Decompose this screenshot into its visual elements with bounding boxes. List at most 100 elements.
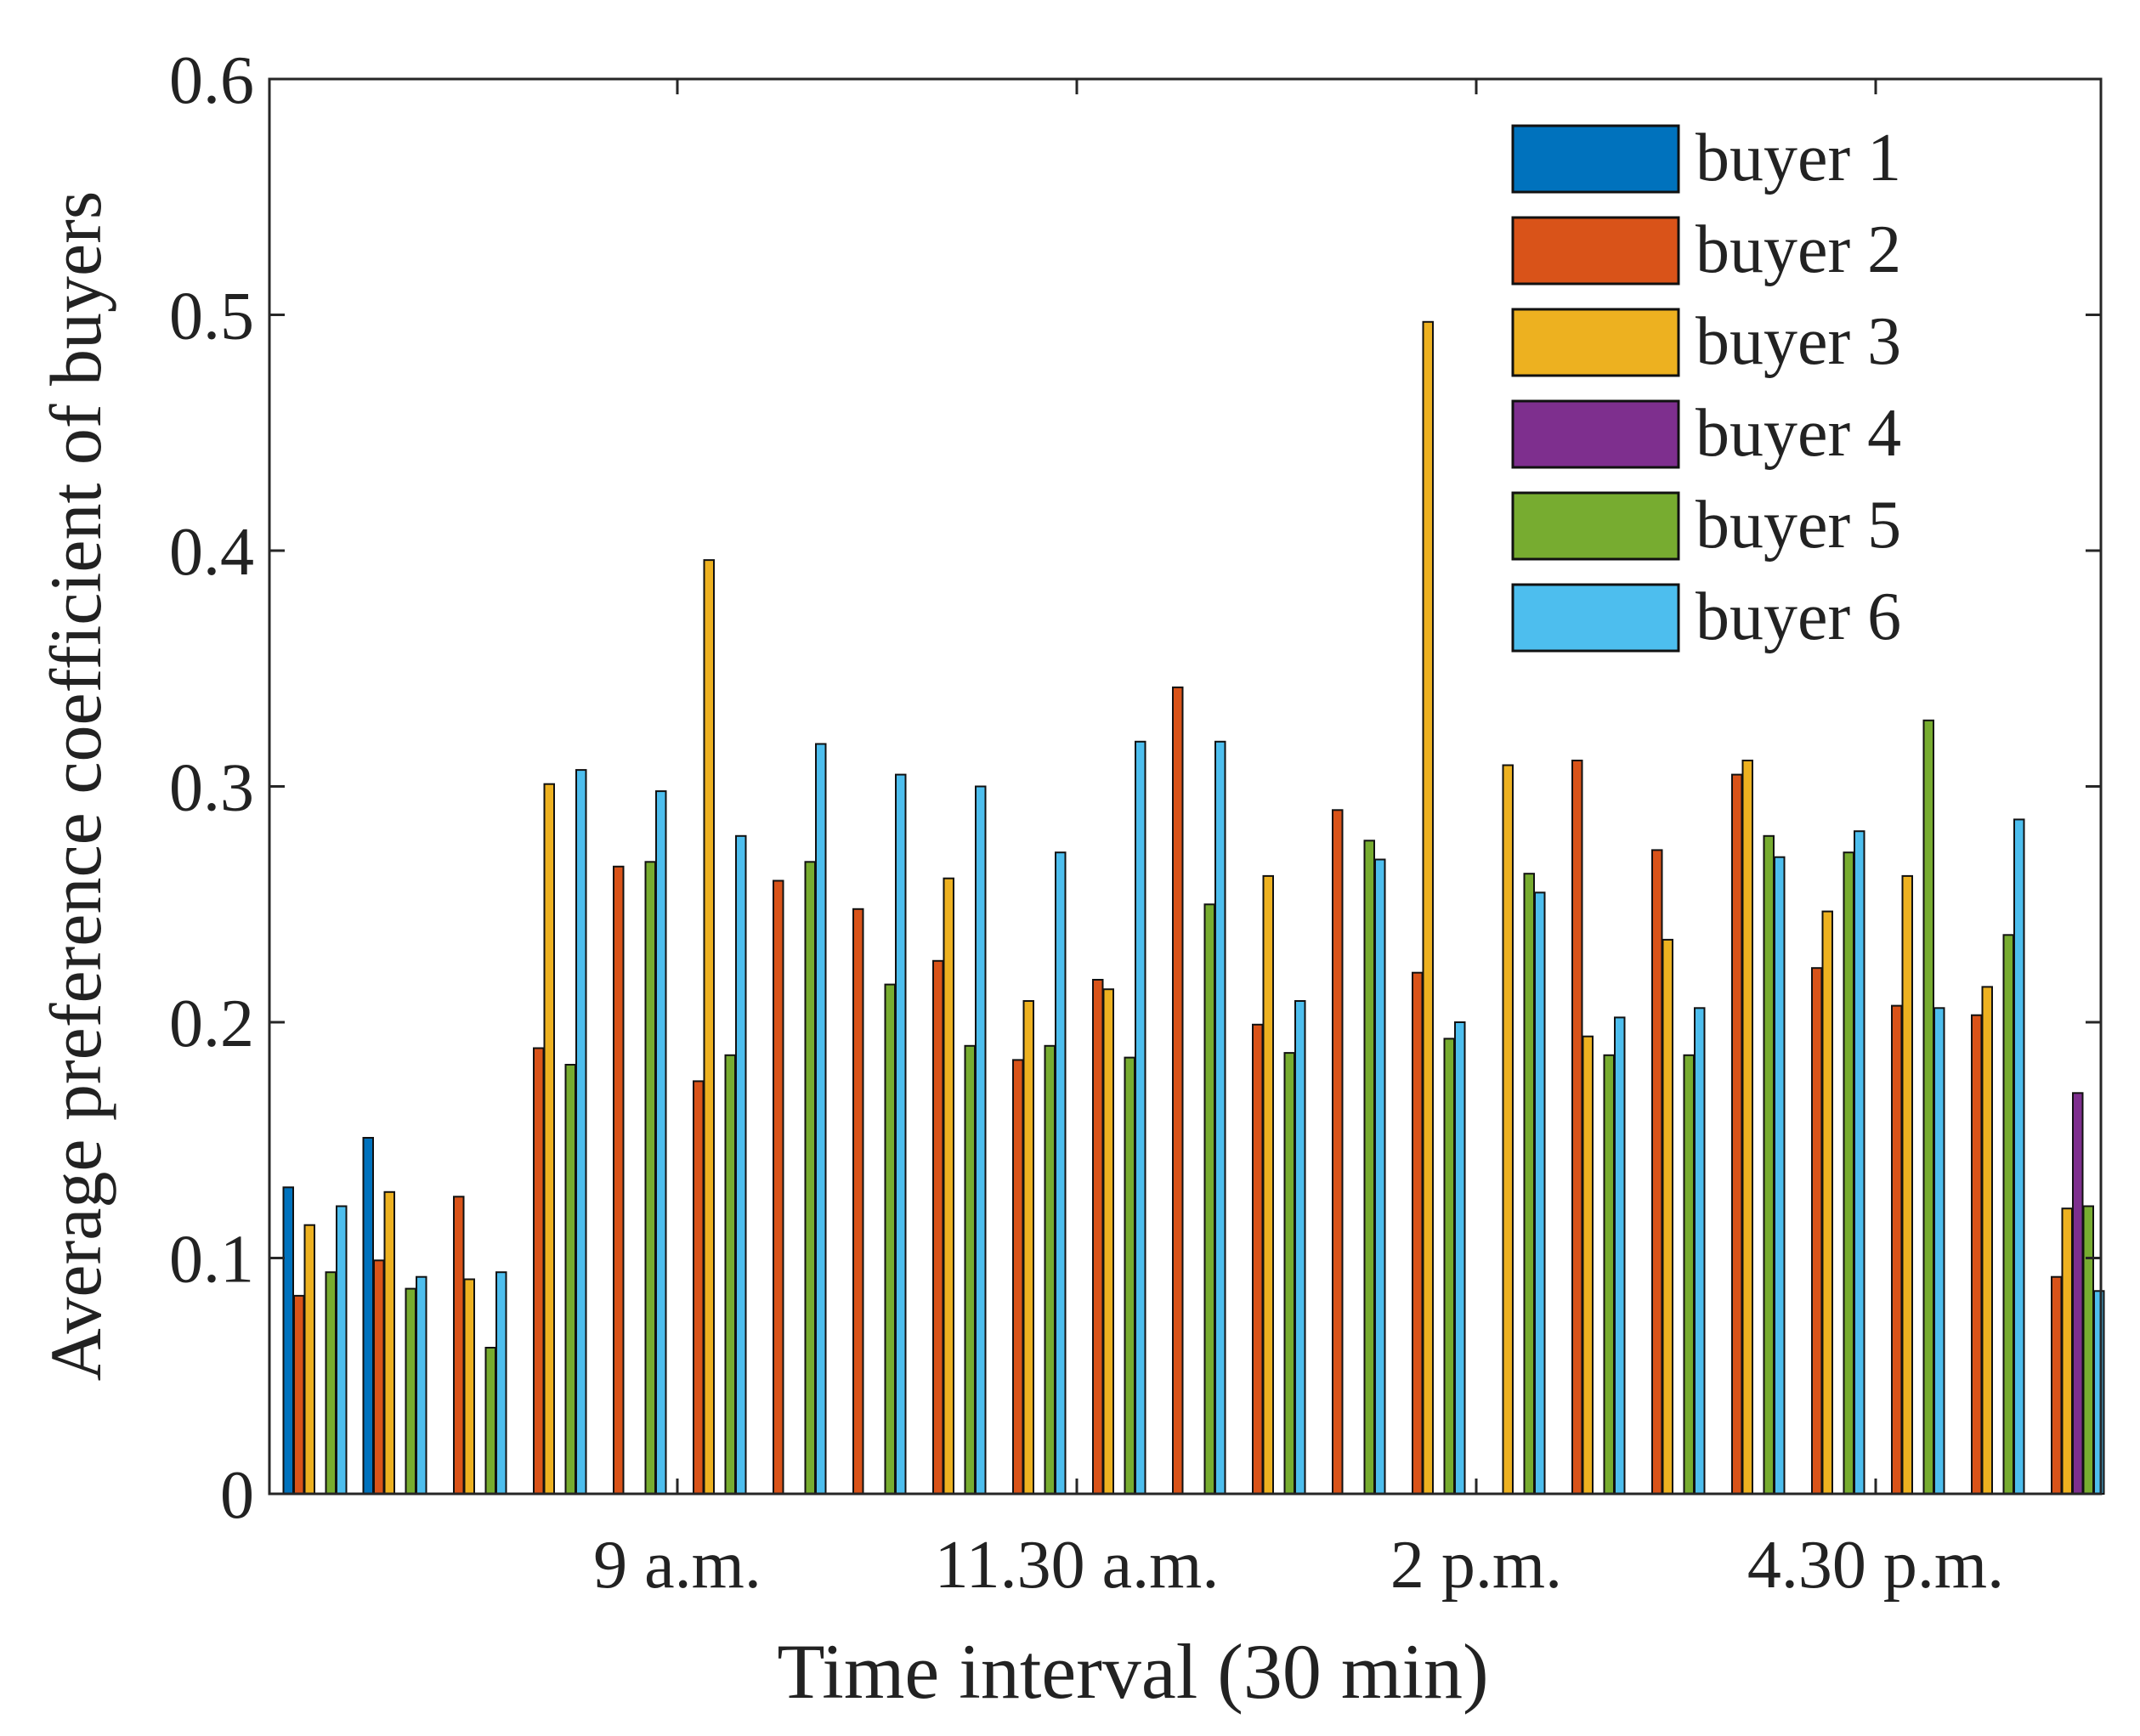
bar-buyer-2-interval-21 (1891, 1004, 1903, 1495)
bar-buyer-3-interval-16 (1502, 764, 1514, 1495)
bar-buyer-2-interval-13 (1252, 1023, 1264, 1496)
bar-buyer-3-interval-9 (943, 877, 954, 1495)
bar-buyer-6-interval-9 (975, 785, 987, 1495)
y-tick-label: 0.2 (169, 987, 254, 1061)
x-tick-label: 4.30 p.m. (1747, 1528, 2004, 1603)
bar-buyer-6-interval-19 (1774, 856, 1786, 1495)
bar-buyer-5-interval-23 (2082, 1205, 2094, 1495)
bar-buyer-3-interval-18 (1662, 938, 1673, 1495)
bar-buyer-4-interval-23 (2072, 1092, 2084, 1496)
bar-buyer-5-interval-14 (1363, 840, 1375, 1495)
x-tick-label: 11.30 a.m. (935, 1528, 1220, 1603)
bar-buyer-5-interval-16 (1523, 873, 1535, 1495)
bar-buyer-6-interval-14 (1374, 858, 1386, 1495)
bar-buyer-6-interval-16 (1534, 891, 1546, 1495)
legend-label-buyer-4: buyer 4 (1696, 396, 1901, 471)
bar-buyer-5-interval-7 (804, 861, 816, 1495)
bar-buyer-2-interval-12 (1172, 686, 1184, 1495)
bar-buyer-2-interval-20 (1811, 967, 1823, 1495)
bar-buyer-6-interval-18 (1694, 1007, 1706, 1496)
bar-buyer-3-interval-2 (383, 1190, 395, 1496)
legend: buyer 1 buyer 2 buyer 3 buyer 4 buyer 5 buyer… (1497, 109, 1948, 665)
y-tick-label: 0.1 (169, 1223, 254, 1298)
bar-buyer-6-interval-23 (2093, 1290, 2105, 1496)
legend-label-buyer-3: buyer 3 (1696, 304, 1901, 379)
legend-swatch-buyer-1 (1511, 124, 1680, 194)
bar-buyer-6-interval-7 (815, 743, 827, 1495)
legend-label-buyer-5: buyer 5 (1696, 488, 1901, 563)
bar-buyer-5-interval-3 (484, 1347, 496, 1495)
y-axis-ticks: 0 0.1 0.2 0.3 0.4 0.5 0.6 (169, 43, 2101, 1533)
bar-buyer-2-interval-1 (293, 1294, 305, 1496)
bar-buyer-6-interval-15 (1454, 1021, 1466, 1495)
bar-buyer-2-interval-6 (693, 1080, 705, 1496)
bar-buyer-5-interval-11 (1124, 1056, 1135, 1495)
bar-buyer-2-interval-10 (1012, 1059, 1024, 1496)
bar-buyer-5-interval-9 (964, 1044, 976, 1496)
bar-buyer-5-interval-10 (1044, 1044, 1056, 1496)
bar-buyer-2-interval-4 (533, 1047, 545, 1495)
x-tick-label: 2 p.m. (1390, 1528, 1562, 1603)
bar-buyer-6-interval-1 (336, 1205, 348, 1495)
bar-buyer-5-interval-20 (1843, 851, 1854, 1495)
legend-label-buyer-2: buyer 2 (1696, 212, 1901, 287)
bar-buyer-3-interval-11 (1102, 988, 1114, 1495)
bar-buyer-3-interval-10 (1022, 1000, 1034, 1495)
legend-swatch-buyer-5 (1511, 491, 1680, 561)
bar-buyer-3-interval-6 (703, 559, 715, 1495)
y-tick-label: 0.4 (169, 515, 254, 590)
bar-buyer-6-interval-11 (1135, 740, 1146, 1495)
y-tick-label: 0.5 (169, 280, 254, 354)
y-tick-label: 0 (220, 1458, 254, 1533)
bar-buyer-2-interval-2 (373, 1259, 385, 1496)
bar-buyer-2-interval-14 (1332, 809, 1344, 1496)
legend-swatch-buyer-6 (1511, 583, 1680, 653)
bar-buyer-5-interval-8 (884, 983, 896, 1495)
legend-label-buyer-6: buyer 6 (1696, 580, 1901, 654)
bar-buyer-5-interval-1 (325, 1271, 337, 1495)
bar-buyer-6-interval-17 (1614, 1016, 1626, 1495)
bar-buyer-5-interval-18 (1683, 1054, 1695, 1496)
plot-area-frame (268, 77, 2103, 1496)
bar-buyer-3-interval-4 (543, 783, 555, 1495)
bar-buyer-5-interval-15 (1443, 1038, 1455, 1495)
bar-buyer-6-interval-4 (575, 769, 587, 1495)
bar-buyer-5-interval-22 (2002, 934, 2014, 1496)
legend-background (1497, 109, 1948, 665)
bar-buyer-2-interval-17 (1571, 760, 1583, 1495)
bar-buyer-5-interval-12 (1203, 903, 1215, 1496)
bar-buyer-6-interval-22 (2013, 818, 2025, 1495)
bar-buyer-2-interval-23 (2051, 1275, 2063, 1495)
bar-buyer-5-interval-21 (1922, 719, 1934, 1495)
bar-buyer-2-interval-5 (613, 865, 625, 1495)
bar-buyer-2-interval-19 (1731, 773, 1743, 1495)
bar-buyer-1-interval-2 (362, 1137, 374, 1495)
bar-buyer-3-interval-19 (1741, 760, 1753, 1495)
x-axis-ticks: 9 a.m. 11.30 a.m. 2 p.m. 4.30 p.m. (593, 79, 2004, 1603)
bar-buyer-5-interval-2 (405, 1287, 416, 1495)
bar-buyer-6-interval-2 (416, 1275, 427, 1495)
bar-buyer-3-interval-21 (1901, 874, 1913, 1495)
bar-buyer-3-interval-22 (1981, 986, 1993, 1495)
bar-buyer-6-interval-12 (1214, 740, 1226, 1495)
bar-buyer-2-interval-18 (1651, 849, 1663, 1495)
legend-swatch-buyer-3 (1511, 308, 1680, 377)
y-tick-label: 0.6 (169, 43, 254, 118)
bar-buyer-2-interval-15 (1412, 971, 1424, 1495)
bar-buyer-5-interval-19 (1763, 834, 1775, 1495)
bar-buyer-5-interval-6 (724, 1054, 736, 1496)
bar-buyer-3-interval-20 (1821, 910, 1833, 1495)
legend-swatch-buyer-2 (1511, 216, 1680, 286)
bar-buyer-2-interval-9 (932, 959, 944, 1496)
bar-buyer-3-interval-15 (1422, 320, 1434, 1495)
bar-buyer-1-interval-1 (282, 1186, 294, 1496)
y-tick-label: 0.3 (169, 751, 254, 826)
bar-buyer-6-interval-5 (655, 790, 667, 1495)
bar-buyer-2-interval-3 (453, 1196, 465, 1496)
legend-label-buyer-1: buyer 1 (1696, 121, 1901, 195)
y-axis-title: Average preference coefficient of buyers (35, 191, 116, 1382)
bar-buyer-2-interval-11 (1092, 979, 1104, 1495)
bar-buyer-6-interval-6 (735, 834, 747, 1495)
x-axis-title: Time interval (30 min) (777, 1628, 1488, 1715)
